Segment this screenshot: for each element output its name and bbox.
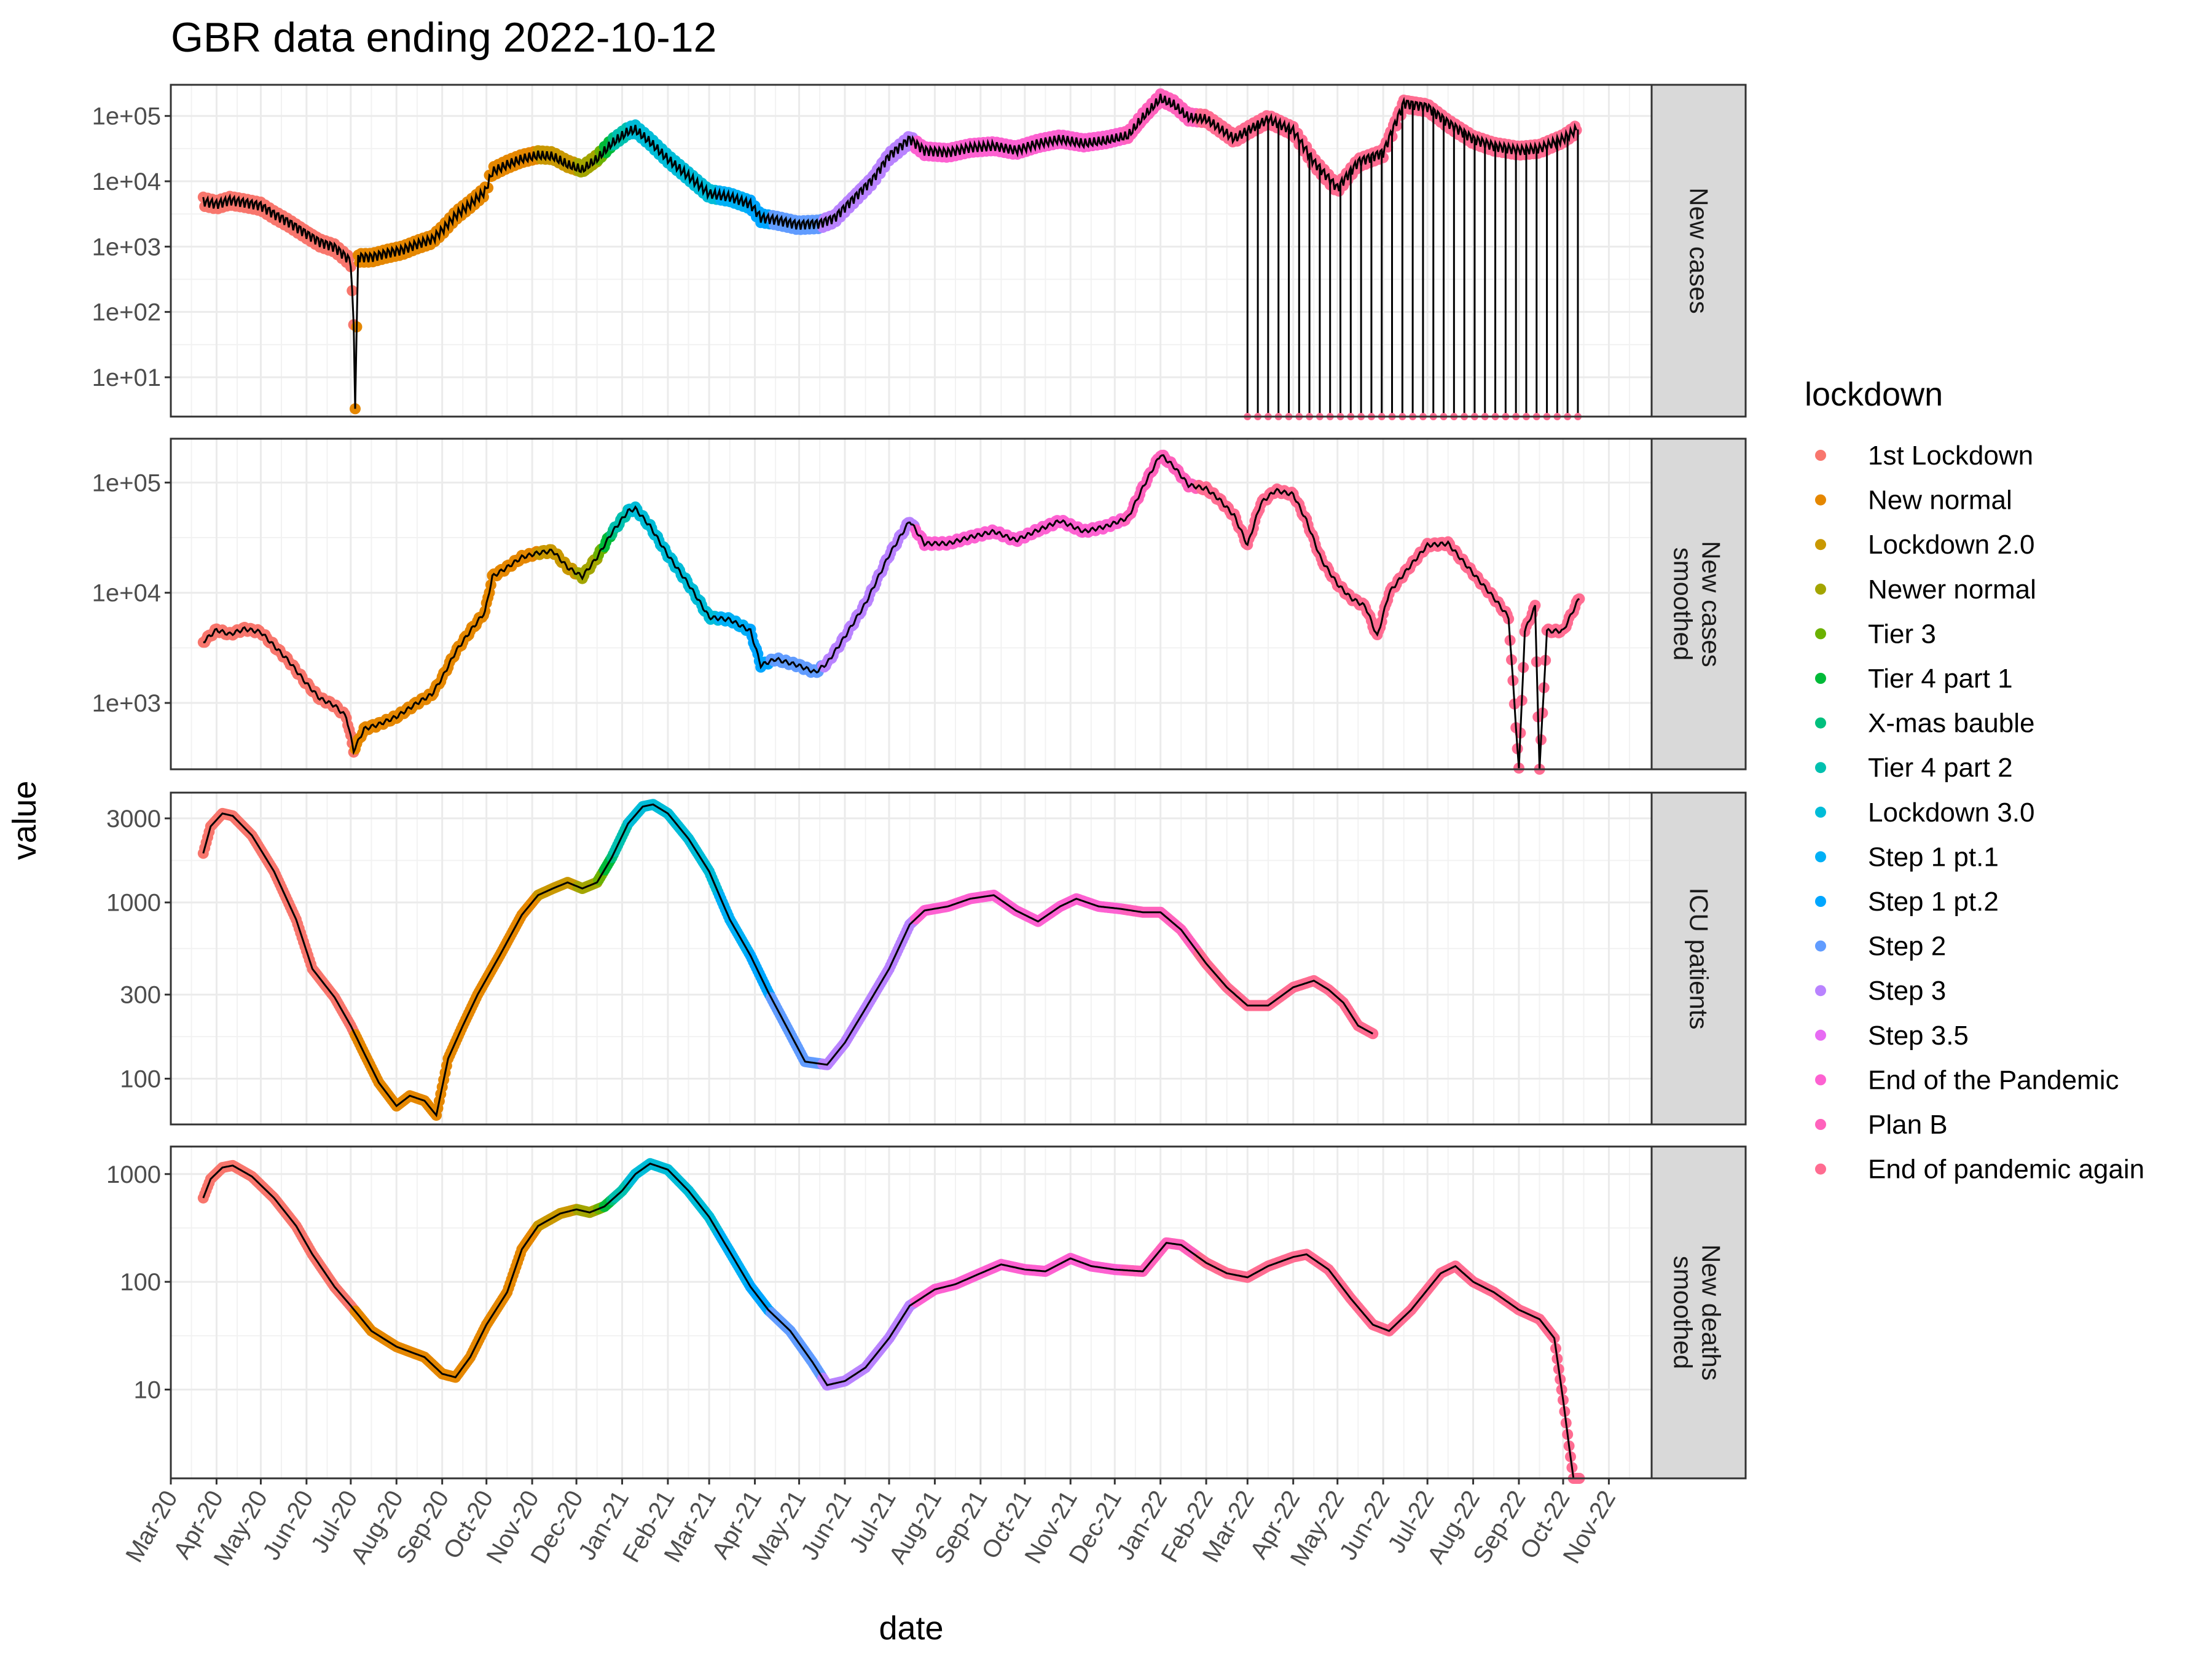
panel-1: 1e+01 1e+02 1e+03 1e+04 1e+05 New cases	[92, 84, 1747, 420]
legend-key	[1815, 985, 1826, 997]
panel-strip-label: New cases	[1685, 187, 1714, 313]
y-tick-label: 1e+04	[92, 580, 161, 607]
panel-strip-label: New deathssmoothed	[1669, 1244, 1726, 1381]
zero-spikes	[1244, 104, 1582, 420]
y-tick-label: 1e+03	[92, 690, 161, 717]
y-tick-label: 1e+05	[92, 103, 161, 130]
series-line	[202, 93, 1578, 409]
chart-title: GBR data ending 2022-10-12	[171, 14, 716, 61]
legend-key	[1815, 1074, 1826, 1086]
series-line	[203, 454, 1580, 769]
legend-label: Step 3	[1868, 976, 1946, 1006]
legend-label: End of the Pandemic	[1868, 1065, 2119, 1095]
panel-strip	[1650, 437, 1747, 771]
y-tick-label: 1e+05	[92, 469, 161, 496]
legend-key	[1815, 896, 1826, 907]
panel-4: 10 100 1000 New deathssmoothed	[106, 1145, 1747, 1484]
panel-2: 1e+03 1e+04 1e+05 New casessmoothed	[92, 437, 1747, 775]
y-axis-title: value	[6, 780, 43, 860]
legend-key	[1815, 851, 1826, 863]
legend-label: Step 2	[1868, 931, 1946, 962]
legend-key	[1815, 1119, 1826, 1130]
strip-label-line: New cases	[1685, 187, 1714, 313]
legend-key	[1815, 673, 1826, 684]
legend-label: Step 3.5	[1868, 1021, 1969, 1051]
legend-key	[1815, 717, 1826, 729]
y-tick-label: 1e+03	[92, 233, 161, 261]
legend-label: Tier 4 part 1	[1868, 664, 2013, 694]
strip-label-line: smoothed	[1669, 1256, 1698, 1369]
legend-label: Tier 4 part 2	[1868, 753, 2013, 783]
legend-key	[1815, 628, 1826, 640]
panel-strip-label: New casessmoothed	[1669, 541, 1726, 667]
strip-label-line: smoothed	[1669, 547, 1698, 661]
y-tick-label: 1000	[106, 890, 161, 917]
legend-key	[1815, 494, 1826, 506]
legend-label: Lockdown 3.0	[1868, 798, 2035, 828]
legend-label: Step 1 pt.2	[1868, 887, 1999, 917]
x-axis-title: date	[879, 1610, 943, 1647]
strip-label-line: ICU patients	[1685, 887, 1714, 1029]
legend-label: Newer normal	[1868, 575, 2036, 605]
legend-key	[1815, 1163, 1826, 1175]
y-tick-label: 100	[120, 1066, 161, 1093]
strip-label-line: New cases	[1697, 541, 1726, 667]
y-tick-label: 1e+04	[92, 168, 161, 195]
y-tick-label: 1e+01	[92, 364, 161, 391]
strip-label-line: New deaths	[1697, 1244, 1726, 1381]
legend-title: lockdown	[1805, 376, 1943, 413]
legend-key	[1815, 806, 1826, 818]
y-tick-label: 1000	[106, 1161, 161, 1188]
legend-label: Step 1 pt.1	[1868, 842, 1999, 872]
panel-3: 100 300 1000 3000 ICU patients	[106, 791, 1747, 1126]
legend-key	[1815, 1029, 1826, 1041]
legend-label: Plan B	[1868, 1110, 1948, 1140]
panel-background	[171, 793, 1652, 1124]
y-tick-label: 3000	[106, 806, 161, 833]
legend-label: Tier 3	[1868, 619, 1936, 649]
legend-label: New normal	[1868, 485, 2012, 516]
legend-key	[1815, 583, 1826, 595]
legend-key	[1815, 450, 1826, 461]
y-tick-label: 10	[134, 1377, 162, 1404]
legend-key	[1815, 762, 1826, 774]
panel-strip	[1650, 84, 1747, 418]
legend-label: X-mas bauble	[1868, 708, 2034, 739]
y-tick-label: 1e+02	[92, 299, 161, 326]
y-tick-label: 100	[120, 1269, 161, 1296]
y-tick-label: 300	[120, 982, 161, 1009]
legend-key	[1815, 940, 1826, 952]
panel-strip-label: ICU patients	[1685, 887, 1714, 1029]
legend-label: 1st Lockdown	[1868, 441, 2033, 471]
legend-label: Lockdown 2.0	[1868, 530, 2035, 560]
legend-label: End of pandemic again	[1868, 1155, 2144, 1185]
legend-key	[1815, 539, 1826, 551]
